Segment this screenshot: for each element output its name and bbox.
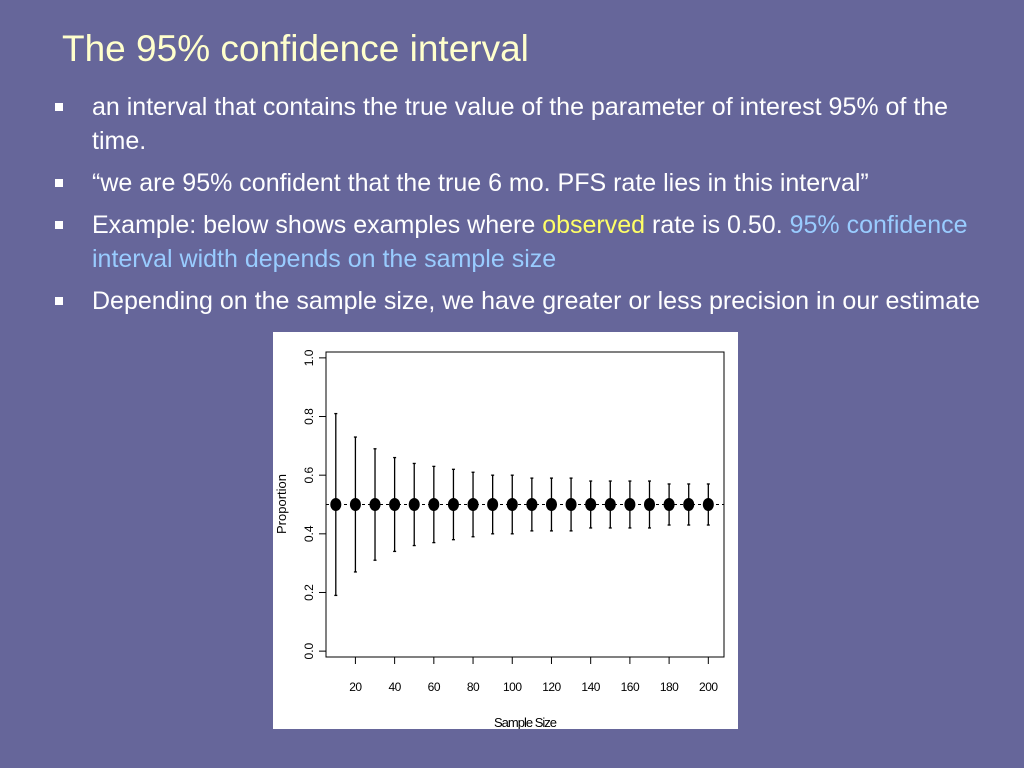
bullet-text: “we are 95% confident that the true 6 mo… (92, 169, 869, 197)
y-tick-label: 0.6 (302, 467, 316, 484)
square-bullet-icon (55, 103, 63, 111)
estimate-point (330, 498, 342, 511)
x-tick-label: 180 (660, 680, 679, 694)
estimate-point (389, 498, 401, 511)
estimate-point (702, 498, 714, 511)
estimate-point (506, 498, 518, 511)
x-tick-label: 200 (699, 680, 718, 694)
estimate-point (428, 498, 440, 511)
x-tick-label: 120 (542, 680, 561, 694)
bullet-text: an interval that contains the true value… (92, 93, 949, 155)
x-tick-label: 140 (581, 680, 600, 694)
square-bullet-icon (55, 179, 63, 187)
estimate-point (565, 498, 577, 511)
points-group (330, 498, 714, 511)
estimate-point (447, 498, 459, 511)
square-bullet-icon (55, 297, 63, 305)
y-tick-label: 1.0 (302, 349, 316, 366)
width-highlight: 95% confidence interval width depends on… (92, 211, 968, 273)
bullet-text-part: rate is 0.50. (645, 211, 790, 239)
estimate-point (545, 498, 557, 511)
estimate-point (585, 498, 597, 511)
bullet-item: “we are 95% confident that the true 6 mo… (52, 166, 992, 200)
estimate-point (683, 498, 695, 511)
x-tick-label: 20 (349, 680, 362, 694)
bullet-text: Depending on the sample size, we have gr… (92, 287, 980, 315)
x-tick-label: 60 (428, 680, 441, 694)
estimate-point (349, 498, 361, 511)
estimate-point (408, 498, 420, 511)
bullet-item: an interval that contains the true value… (52, 90, 992, 158)
x-tick-label: 80 (467, 680, 480, 694)
estimate-point (643, 498, 655, 511)
estimate-point (487, 498, 499, 511)
bullet-text-part: Example: below shows examples where (92, 211, 543, 239)
x-axis-ticks: 20 40 60 80 100 120 140 160 180 200 (349, 657, 719, 694)
estimate-point (467, 498, 479, 511)
x-axis-label: Sample Size (494, 715, 557, 729)
observed-highlight: observed (542, 211, 646, 239)
y-tick-label: 0.8 (302, 408, 316, 425)
estimate-point (663, 498, 675, 511)
chart-svg: 20 40 60 80 100 120 140 160 180 200 0.00.20.40.60… (274, 349, 725, 729)
y-axis-ticks: 0.0 0.2 0.4 0.6 0.8 1.0 (302, 349, 326, 659)
y-tick-label: 0.4 (302, 525, 316, 542)
y-tick-label: 0.2 (302, 584, 316, 601)
bullet-item: Example: below shows examples where obse… (52, 208, 992, 276)
x-tick-label: 40 (388, 680, 401, 694)
bullet-item: Depending on the sample size, we have gr… (52, 284, 992, 318)
estimate-point (369, 498, 381, 511)
estimate-point (604, 498, 616, 511)
square-bullet-icon (55, 221, 63, 229)
confidence-interval-chart: 20 40 60 80 100 120 140 160 180 200 0.0 0.2 0.4 0.6 0… (273, 332, 738, 729)
x-tick-label: 100 (503, 680, 522, 694)
x-tick-label: 160 (621, 680, 640, 694)
slide-title: The 95% confidence interval (62, 28, 529, 69)
estimate-point (526, 498, 538, 511)
bullet-list: an interval that contains the true value… (52, 90, 992, 326)
y-tick-label: 0.0 (302, 642, 316, 659)
y-axis-label: Proportion (274, 474, 289, 534)
estimate-point (624, 498, 636, 511)
